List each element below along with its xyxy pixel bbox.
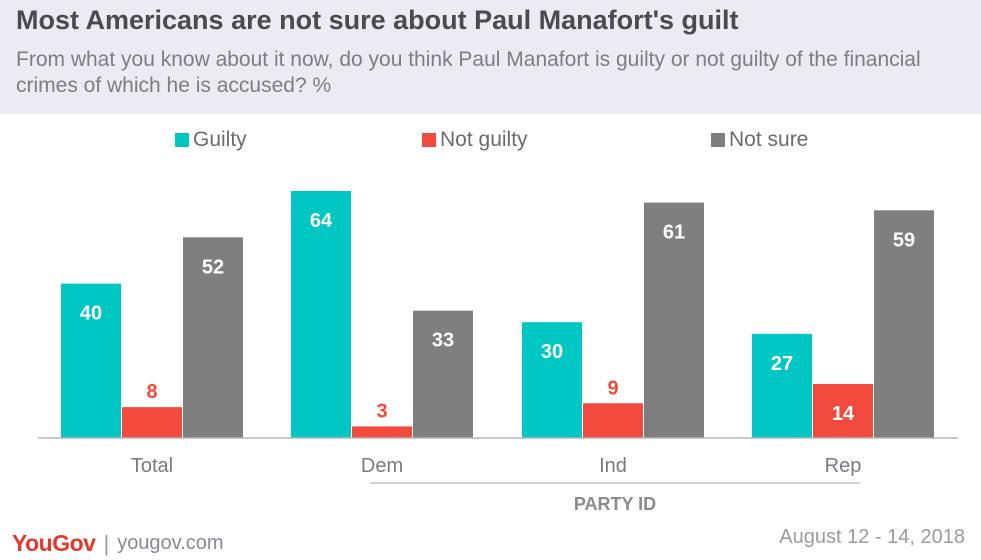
logo-separator: | [103, 530, 110, 556]
legend-item-not-guilty: Not guilty [422, 128, 528, 152]
survey-date: August 12 - 14, 2018 [779, 526, 965, 548]
bar-ind-not-sure [644, 202, 704, 438]
data-label-ind-not-guilty: 9 [607, 377, 618, 399]
category-label-total: Total [131, 455, 173, 477]
category-label-rep: Rep [825, 455, 862, 477]
bar-total-guilty [61, 283, 121, 438]
chart-title: Most Americans are not sure about Paul M… [16, 5, 739, 35]
data-label-dem-guilty: 64 [310, 210, 333, 232]
bar-dem-not-sure [413, 310, 473, 438]
bar-rep-not-sure [874, 210, 934, 438]
chart-subtitle: From what you know about it now, do you … [16, 48, 921, 97]
bar-ind-not-guilty [583, 403, 643, 438]
bar-dem-guilty [291, 191, 351, 438]
bar-rep-guilty [752, 333, 812, 438]
legend-swatch-not-sure [711, 133, 725, 147]
category-label-ind: Ind [599, 455, 627, 477]
group-label-party-id: PARTY ID [574, 494, 656, 514]
data-label-total-not-guilty: 8 [146, 381, 157, 403]
data-label-ind-not-sure: 61 [663, 222, 685, 244]
header-banner: Most Americans are not sure about Paul M… [0, 0, 981, 114]
data-label-total-not-sure: 52 [202, 256, 224, 278]
legend-item-guilty: Guilty [175, 128, 247, 152]
yougov-logo: YouGov | yougov.com [12, 530, 224, 557]
legend-label-not-guilty: Not guilty [440, 128, 528, 151]
legend-label-guilty: Guilty [193, 128, 247, 151]
data-label-ind-guilty: 30 [541, 341, 563, 363]
data-label-dem-not-sure: 33 [432, 330, 454, 352]
bar-rep-not-guilty [813, 383, 873, 438]
website-url: yougov.com [117, 532, 224, 554]
bar-total-not-sure [183, 237, 243, 438]
legend-item-not-sure: Not sure [711, 128, 808, 152]
data-label-rep-guilty: 27 [771, 353, 793, 375]
data-label-dem-not-guilty: 3 [376, 400, 387, 422]
legend-swatch-not-guilty [422, 133, 436, 147]
bar-dem-not-guilty [352, 426, 412, 438]
bar-total-not-guilty [122, 407, 182, 438]
chart-legend: Guilty Not guilty Not sure [0, 128, 981, 156]
data-label-rep-not-sure: 59 [893, 229, 915, 251]
legend-swatch-guilty [175, 133, 189, 147]
bar-ind-guilty [522, 322, 582, 438]
legend-label-not-sure: Not sure [729, 128, 809, 151]
data-label-total-guilty: 40 [80, 303, 102, 325]
data-label-rep-not-guilty: 14 [832, 403, 855, 425]
category-label-dem: Dem [361, 455, 403, 477]
logo-text: YouGov [12, 530, 96, 556]
